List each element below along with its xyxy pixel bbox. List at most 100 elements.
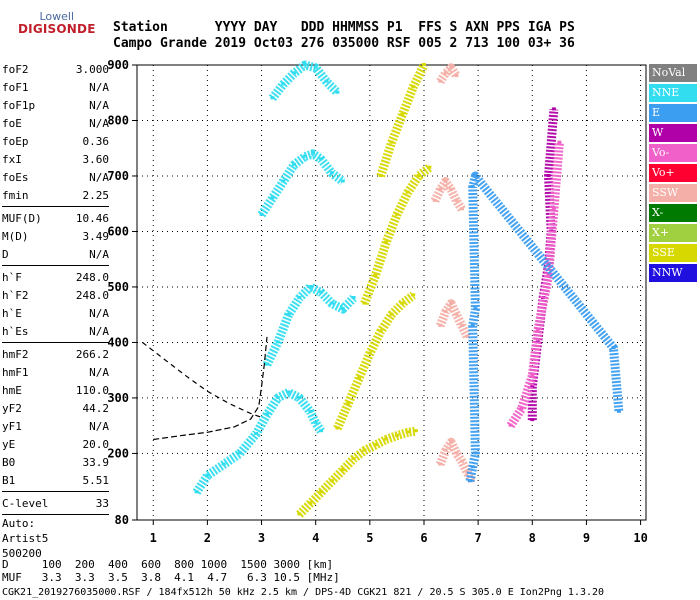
echo-point — [270, 196, 275, 200]
echo-point — [459, 459, 464, 463]
param-name: fmin — [2, 188, 29, 202]
param-row: foF2 3.000 — [2, 60, 109, 78]
echo-point — [530, 384, 535, 388]
x-tick-label: 2 — [204, 531, 211, 545]
param-row: hmE 110.0 — [2, 381, 109, 399]
param-value: N/A — [89, 247, 109, 261]
echo-point — [319, 429, 324, 433]
param-value: 10.46 — [75, 211, 109, 225]
param-row: yF1 N/A — [2, 417, 109, 435]
echo-point — [286, 312, 291, 316]
auto-line1: Auto: — [2, 517, 36, 530]
echo-point — [281, 82, 286, 86]
echo-point — [449, 187, 454, 191]
echo-point — [292, 162, 296, 166]
param-row: foF1p N/A — [2, 96, 109, 114]
param-value: 20.0 — [82, 437, 110, 451]
legend-item-w: W — [649, 124, 697, 142]
echo-point — [313, 65, 318, 69]
muf-row: MUF 3.3 3.3 3.5 3.8 4.1 4.7 6.3 10.5 [MH… — [2, 571, 340, 584]
echo-point — [351, 457, 356, 460]
echo-point — [335, 426, 340, 430]
echo-point — [329, 171, 334, 175]
echo-point — [308, 409, 313, 413]
profile-curve-dashed — [142, 341, 262, 418]
echo-point — [438, 323, 443, 327]
echo-point — [378, 174, 383, 177]
y-tick-label: 500 — [107, 280, 129, 294]
echo-point — [411, 85, 416, 89]
echo-point — [438, 187, 443, 191]
echo-point — [340, 179, 345, 183]
echo-point — [378, 329, 383, 333]
param-name: hmF1 — [2, 365, 29, 379]
echo-point — [221, 462, 226, 466]
echo-trace — [192, 387, 325, 495]
param-name: B1 — [2, 473, 16, 487]
echo-trace — [436, 299, 472, 339]
echo-trace — [527, 109, 559, 421]
distance-row: D 100 200 400 600 800 1000 1500 3000 [km… — [2, 558, 334, 571]
echo-point — [389, 140, 394, 144]
echo-point — [473, 174, 478, 177]
param-row: D N/A — [2, 245, 109, 263]
header-values: Campo Grande 2019 Oct03 276 035000 RSF 0… — [113, 36, 575, 51]
echo-point — [389, 312, 394, 316]
param-separator — [2, 265, 109, 266]
param-value: N/A — [89, 419, 109, 433]
param-value: 248.0 — [75, 288, 109, 302]
echo-point — [340, 307, 345, 311]
param-value: 2.25 — [82, 188, 110, 202]
param-row: B0 33.9 — [2, 453, 109, 471]
echo-point — [275, 340, 280, 344]
echo-point — [394, 433, 399, 437]
param-value: N/A — [89, 170, 109, 184]
echo-trace — [430, 177, 466, 212]
echo-point — [413, 429, 418, 433]
station-header: Station YYYY DAY DDD HHMMSS P1 FFS S AXN… — [113, 20, 575, 52]
echo-point — [438, 462, 443, 466]
echo-point — [468, 479, 472, 483]
echo-point — [508, 423, 513, 427]
echo-point — [470, 465, 475, 469]
echo-point — [443, 179, 448, 183]
echo-point — [335, 90, 340, 94]
legend-item-x-: X+ — [649, 224, 697, 242]
y-tick-label: 600 — [107, 224, 129, 238]
echo-point — [530, 418, 535, 422]
echo-point — [373, 443, 378, 447]
x-tick-label: 10 — [633, 531, 647, 545]
echo-point — [611, 346, 616, 349]
logo-line1: Lowell — [39, 10, 74, 23]
echo-point — [367, 351, 372, 355]
param-row: MUF(D) 10.46 — [2, 209, 109, 227]
legend-item-vo-: Vo- — [649, 144, 697, 162]
auto-line2: Artist5 — [2, 532, 49, 545]
param-row: foEp 0.36 — [2, 132, 109, 150]
param-row: foE N/A — [2, 114, 109, 132]
param-name: foF1p — [2, 98, 36, 112]
polarization-legend: NoVal NNE E W Vo- Vo+ SSW X- X+ SSE NNW — [649, 64, 697, 284]
echo-trace — [296, 426, 417, 518]
param-row: foF1 N/A — [2, 78, 109, 96]
echo-point — [449, 301, 454, 305]
echo-point — [449, 65, 454, 69]
x-tick-label: 9 — [583, 531, 590, 545]
echo-point — [286, 390, 291, 394]
echo-point — [470, 323, 475, 327]
echo-point — [454, 312, 459, 316]
param-row: h`F 248.0 — [2, 268, 109, 286]
echo-point — [308, 501, 313, 505]
param-row: fxI 3.60 — [2, 150, 109, 168]
echo-point — [411, 293, 416, 297]
echo-point — [384, 437, 389, 441]
muf-table: D 100 200 400 600 800 1000 1500 3000 [km… — [2, 558, 340, 584]
param-value: 248.0 — [75, 270, 109, 284]
echo-point — [270, 96, 275, 100]
echo-point — [473, 451, 478, 455]
legend-item-x-: X- — [649, 204, 697, 222]
param-row: C-level 33 — [2, 494, 109, 512]
param-row: hmF1 N/A — [2, 363, 109, 381]
param-name: yF1 — [2, 419, 22, 433]
